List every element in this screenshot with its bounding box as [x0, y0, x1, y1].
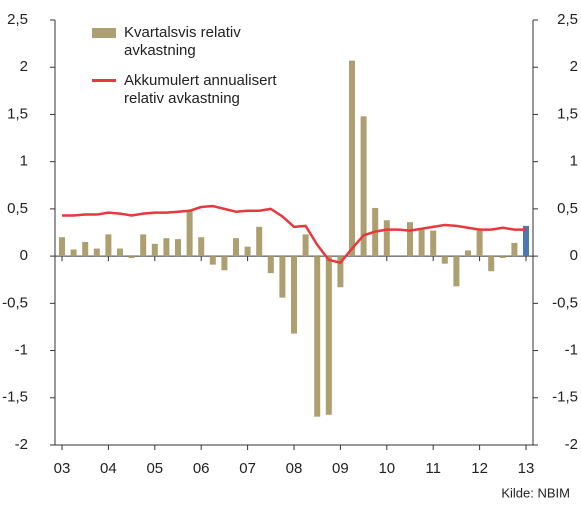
x-tick-label: 03 [54, 460, 71, 477]
bar [453, 256, 460, 287]
bar [291, 256, 297, 334]
bar [476, 230, 483, 257]
bar [267, 256, 274, 274]
bar [325, 256, 332, 415]
y2-tick-label: 0 [570, 247, 578, 264]
bar [383, 220, 390, 257]
x-tick-label: 08 [286, 460, 303, 477]
bar [70, 249, 77, 257]
x-tick-label: 09 [332, 460, 349, 477]
y2-tick-label: 0,5 [557, 200, 578, 217]
y2-tick-label: 1 [570, 153, 578, 170]
bar [151, 243, 158, 257]
legend-swatch [92, 79, 116, 82]
bar [186, 209, 193, 257]
y-tick-label: -0,5 [2, 294, 28, 311]
bar [117, 248, 123, 257]
y-tick-label: 2,5 [7, 11, 28, 28]
bar [163, 238, 170, 257]
x-tick-label: 04 [100, 460, 117, 477]
y-tick-label: 0,5 [7, 200, 28, 217]
y-tick-label: 1,5 [7, 105, 28, 122]
x-tick-label: 05 [146, 460, 163, 477]
y2-tick-label: -1,5 [552, 389, 578, 406]
bar [407, 222, 413, 257]
x-tick-label: 07 [239, 460, 256, 477]
y-tick-label: 1 [20, 153, 28, 170]
bar [430, 230, 437, 257]
bar [279, 256, 286, 298]
bar [302, 234, 309, 257]
bar [59, 237, 65, 257]
x-tick-label: 12 [471, 460, 488, 477]
bar [441, 256, 448, 264]
bar [511, 242, 518, 257]
bar [349, 60, 355, 257]
bar [523, 225, 529, 257]
y-tick-label: -1,5 [2, 389, 28, 406]
bar [140, 234, 147, 257]
bar [209, 256, 216, 265]
bar [82, 241, 89, 257]
y2-tick-label: 2 [570, 58, 578, 75]
x-tick-label: 11 [425, 460, 441, 477]
y2-tick-label: 2,5 [557, 11, 578, 28]
bar [198, 237, 205, 257]
y2-tick-label: 1,5 [557, 105, 578, 122]
bar [465, 250, 471, 257]
bar [128, 256, 135, 258]
y-tick-label: 0 [20, 247, 28, 264]
y-tick-label: -1 [15, 342, 28, 359]
source: Kilde: NBIM [501, 485, 570, 500]
x-tick-label: 13 [518, 460, 535, 477]
y2-tick-label: -1 [565, 342, 578, 359]
bar [93, 248, 100, 257]
bar [244, 246, 251, 257]
bar [314, 256, 321, 417]
x-tick-label: 06 [193, 460, 210, 477]
legend-swatch [92, 28, 116, 38]
bar [499, 256, 506, 258]
bar [105, 234, 112, 257]
bar [337, 256, 344, 288]
bar [360, 116, 367, 257]
bar [221, 256, 228, 271]
bar [233, 238, 239, 257]
bar [256, 226, 263, 257]
bar [488, 256, 495, 272]
line [62, 204, 526, 264]
bar [418, 229, 425, 257]
legend-label: Kvartalsvis relativ avkastning [124, 24, 241, 59]
legend-label: Akkumulert annualisert relativ avkastnin… [124, 72, 277, 107]
y-tick-label: -2 [15, 436, 28, 453]
y2-tick-label: -2 [565, 436, 578, 453]
y2-tick-label: -0,5 [552, 294, 578, 311]
y-tick-label: 2 [20, 58, 28, 75]
x-tick-label: 10 [378, 460, 395, 477]
bar [175, 239, 181, 257]
